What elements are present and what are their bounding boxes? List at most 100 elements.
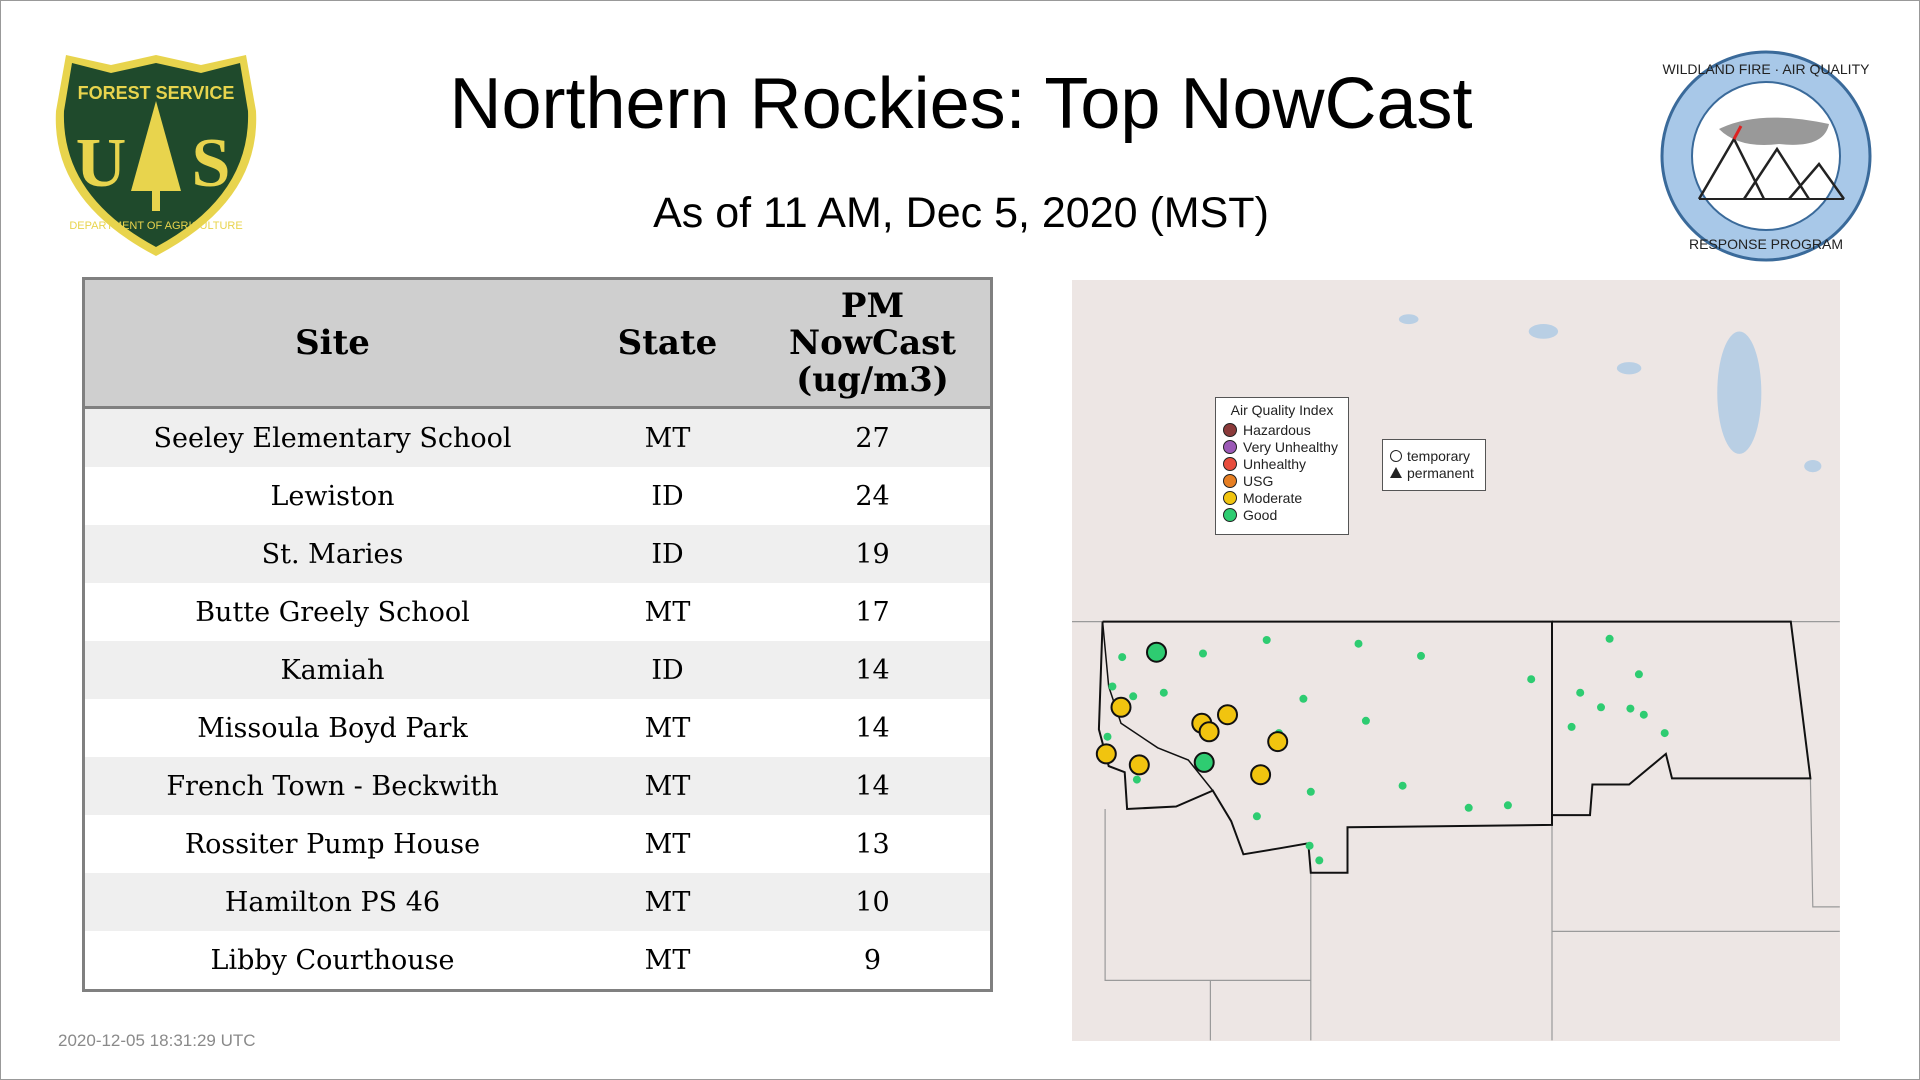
legend-item-label: Unhealthy xyxy=(1243,455,1307,472)
cell-site: Libby Courthouse xyxy=(83,931,580,991)
monitor-marker-small xyxy=(1315,856,1324,865)
aqi-swatch-icon xyxy=(1223,422,1237,437)
idaho-border xyxy=(1101,621,1214,792)
pm-header-line: PM xyxy=(840,285,905,326)
svg-text:RESPONSE PROGRAM: RESPONSE PROGRAM xyxy=(1689,236,1843,252)
cell-site: Rossiter Pump House xyxy=(83,815,580,873)
monitor-marker-small xyxy=(1626,704,1635,713)
cell-state: MT xyxy=(580,931,755,991)
monitor-marker-small xyxy=(1576,688,1585,697)
table-row: Lewiston ID 24 xyxy=(83,467,992,525)
cell-value: 14 xyxy=(755,641,992,699)
monitor-marker-small xyxy=(1354,639,1363,648)
cell-value: 17 xyxy=(755,583,992,641)
monitor-marker xyxy=(1095,743,1117,765)
monitor-marker-small xyxy=(1634,670,1643,679)
monitor-marker-small xyxy=(1639,710,1648,719)
circle-icon xyxy=(1390,449,1402,462)
state-border xyxy=(1104,809,1311,982)
aqi-swatch-icon xyxy=(1223,507,1237,522)
monitor-marker-small xyxy=(1306,787,1315,796)
monitor-marker-small xyxy=(1361,716,1370,725)
legend-item-label: Very Unhealthy xyxy=(1243,438,1338,455)
cell-value: 9 xyxy=(755,931,992,991)
monitor-marker-small xyxy=(1252,812,1261,821)
monitor-marker-small xyxy=(1262,636,1271,644)
monitor-type-legend: temporary permanent xyxy=(1382,439,1486,491)
monitor-marker-small xyxy=(1199,649,1207,658)
cell-state: ID xyxy=(580,467,755,525)
forest-service-logo: FOREST SERVICE U S DEPARTMENT OF AGRICUL… xyxy=(51,51,261,261)
cell-site: Hamilton PS 46 xyxy=(83,873,580,931)
table-row: French Town - Beckwith MT 14 xyxy=(83,757,992,815)
monitor-marker-small xyxy=(1398,781,1407,790)
aqi-swatch-icon xyxy=(1223,439,1237,454)
table-row: Butte Greely School MT 17 xyxy=(83,583,992,641)
cell-value: 10 xyxy=(755,873,992,931)
cell-site: Lewiston xyxy=(83,467,580,525)
table-row: Kamiah ID 14 xyxy=(83,641,992,699)
wildland-fire-air-quality-logo: WILDLAND FIRE · AIR QUALITY RESPONSE PRO… xyxy=(1659,49,1873,263)
aqi-swatch-icon xyxy=(1223,473,1237,488)
monitor-marker-small xyxy=(1132,775,1141,784)
aqi-swatch-icon xyxy=(1223,456,1237,471)
legend-item: Unhealthy xyxy=(1216,455,1348,472)
triangle-icon xyxy=(1390,467,1402,478)
table-header-row: Site State PM NowCast (ug/m3) xyxy=(83,278,992,409)
aqi-map[interactable]: Air Quality Index Hazardous Very Unhealth… xyxy=(1072,280,1840,1041)
legend-item: Moderate xyxy=(1216,489,1348,506)
legend-item: Very Unhealthy xyxy=(1216,438,1348,455)
page-title: Northern Rockies: Top NowCast xyxy=(449,64,1473,144)
cell-site: Seeley Elementary School xyxy=(83,407,580,467)
cell-value: 14 xyxy=(755,757,992,815)
monitor-marker xyxy=(1110,696,1132,718)
column-header-site: Site xyxy=(83,278,580,409)
svg-text:S: S xyxy=(192,125,231,202)
cell-state: ID xyxy=(580,525,755,583)
cell-site: Kamiah xyxy=(83,641,580,699)
lake xyxy=(1804,459,1822,473)
monitor-marker-small xyxy=(1597,703,1605,712)
aqi-swatch-icon xyxy=(1223,490,1237,505)
pm-header-line: NowCast xyxy=(789,322,956,363)
monitor-marker-small xyxy=(1129,692,1138,701)
monitor-marker xyxy=(1250,764,1272,786)
cell-site: St. Maries xyxy=(83,525,580,583)
table-row: Seeley Elementary School MT 27 xyxy=(83,407,992,467)
monitor-marker xyxy=(1217,704,1238,726)
cell-state: MT xyxy=(580,873,755,931)
table-row: Rossiter Pump House MT 13 xyxy=(83,815,992,873)
lake xyxy=(1528,324,1559,339)
cell-value: 27 xyxy=(755,407,992,467)
state-border xyxy=(1809,778,1840,908)
legend-temporary: temporary xyxy=(1383,447,1485,464)
cell-value: 19 xyxy=(755,525,992,583)
timestamp: 2020-12-05 18:31:29 UTC xyxy=(58,1031,256,1050)
monitor-marker xyxy=(1198,721,1220,743)
aqi-legend: Air Quality Index Hazardous Very Unhealth… xyxy=(1215,397,1349,535)
legend-item-label: Moderate xyxy=(1243,489,1303,506)
page-subtitle: As of 11 AM, Dec 5, 2020 (MST) xyxy=(653,189,1269,237)
svg-text:U: U xyxy=(76,125,127,202)
montana-outline xyxy=(1097,620,1553,874)
map-canvas xyxy=(1072,314,1840,1041)
column-header-state: State xyxy=(580,278,755,409)
lake xyxy=(1616,362,1642,375)
legend-title: Air Quality Index xyxy=(1230,402,1334,418)
column-header-pm-nowcast: PM NowCast (ug/m3) xyxy=(755,278,992,409)
monitor-marker-small xyxy=(1108,682,1117,691)
svg-text:WILDLAND FIRE · AIR QUALITY: WILDLAND FIRE · AIR QUALITY xyxy=(1663,61,1871,77)
monitor-marker-small xyxy=(1305,841,1314,850)
north-dakota-outline xyxy=(1552,620,1812,817)
svg-text:FOREST SERVICE: FOREST SERVICE xyxy=(78,83,235,103)
cell-site: Butte Greely School xyxy=(83,583,580,641)
lake xyxy=(1398,314,1419,325)
monitor-marker-small xyxy=(1605,634,1614,643)
cell-value: 24 xyxy=(755,467,992,525)
nowcast-table: Site State PM NowCast (ug/m3) Seeley Ele… xyxy=(82,277,993,992)
table-row: Libby Courthouse MT 9 xyxy=(83,931,992,991)
table-row: St. Maries ID 19 xyxy=(83,525,992,583)
monitor-marker-small xyxy=(1103,732,1112,741)
cell-site: Missoula Boyd Park xyxy=(83,699,580,757)
cell-value: 13 xyxy=(755,815,992,873)
